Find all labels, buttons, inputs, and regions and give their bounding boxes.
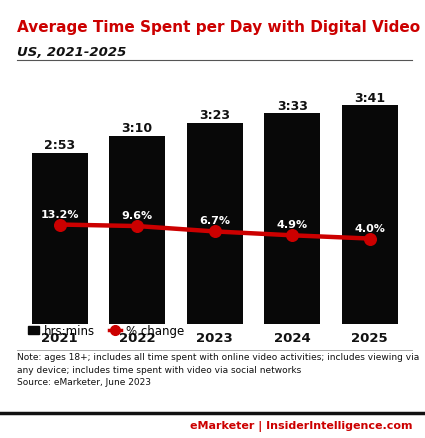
Text: 6.7%: 6.7% <box>199 216 230 226</box>
Bar <box>32 153 88 324</box>
Text: 9.6%: 9.6% <box>122 211 153 221</box>
Text: 3:33: 3:33 <box>277 99 308 112</box>
Bar <box>342 106 397 324</box>
Text: 4.9%: 4.9% <box>277 220 308 230</box>
Text: 3:41: 3:41 <box>354 92 385 104</box>
Bar <box>109 137 165 324</box>
Point <box>366 236 373 243</box>
Bar <box>187 124 243 324</box>
Point <box>134 223 141 230</box>
Text: 2:53: 2:53 <box>44 139 75 152</box>
Text: 13.2%: 13.2% <box>40 209 79 219</box>
Text: 4.0%: 4.0% <box>354 223 385 233</box>
Text: 3:23: 3:23 <box>199 109 230 122</box>
Point <box>211 228 218 235</box>
Text: Average Time Spent per Day with Digital Video: Average Time Spent per Day with Digital … <box>17 20 420 35</box>
Legend: hrs:mins, % change: hrs:mins, % change <box>23 320 189 343</box>
Bar <box>264 114 320 324</box>
Point <box>56 222 63 229</box>
Text: Note: ages 18+; includes all time spent with online video activities; includes v: Note: ages 18+; includes all time spent … <box>17 353 419 386</box>
Text: eMarketer | InsiderIntelligence.com: eMarketer | InsiderIntelligence.com <box>190 420 412 431</box>
Text: US, 2021-2025: US, 2021-2025 <box>17 46 126 59</box>
Text: 3:10: 3:10 <box>122 122 153 135</box>
Point <box>289 232 295 239</box>
